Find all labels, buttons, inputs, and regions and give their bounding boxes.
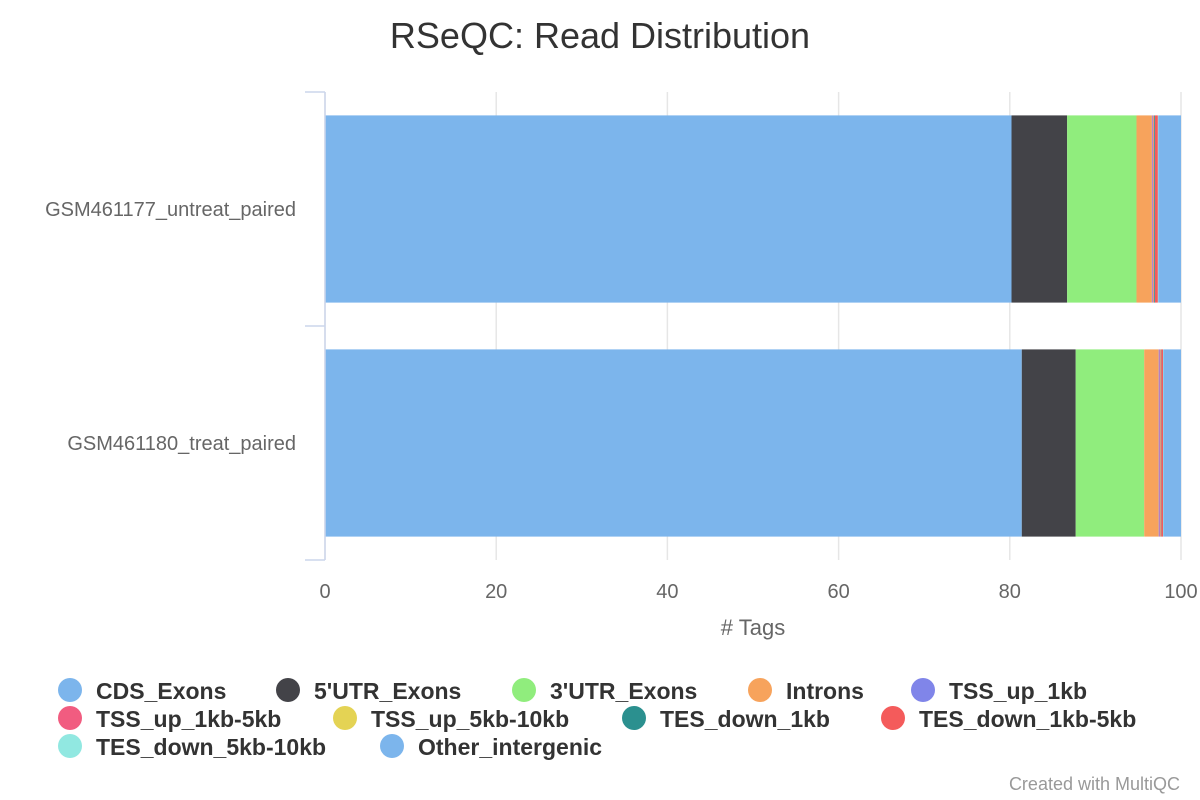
legend-item[interactable]: 5'UTR_Exons xyxy=(276,678,461,704)
bar-segment[interactable] xyxy=(1154,115,1155,303)
legend-label: Other_intergenic xyxy=(418,734,602,760)
bar-segment[interactable] xyxy=(1158,115,1181,303)
legend-item[interactable]: TES_down_5kb-10kb xyxy=(58,734,326,760)
legend-item[interactable]: TSS_up_5kb-10kb xyxy=(333,706,569,732)
legend-label: TSS_up_1kb xyxy=(949,678,1087,704)
legend-item[interactable]: TSS_up_1kb xyxy=(911,678,1087,704)
legend-swatch xyxy=(276,678,300,702)
legend-label: TES_down_1kb-5kb xyxy=(919,706,1136,732)
bar-segment[interactable] xyxy=(1075,349,1145,537)
bar-segment[interactable] xyxy=(1067,115,1137,303)
legend-item[interactable]: TES_down_1kb xyxy=(622,706,830,732)
legend-label: 5'UTR_Exons xyxy=(314,678,461,704)
legend-swatch xyxy=(911,678,935,702)
bar-segment[interactable] xyxy=(1163,349,1181,537)
legend-label: TSS_up_1kb-5kb xyxy=(96,706,281,732)
bar-segment[interactable] xyxy=(1158,349,1160,537)
chart-title: RSeQC: Read Distribution xyxy=(390,15,810,56)
legend-swatch xyxy=(748,678,772,702)
bar-segment[interactable] xyxy=(1136,115,1152,303)
legend-label: TES_down_1kb xyxy=(660,706,830,732)
legend-swatch xyxy=(881,706,905,730)
bar-segment[interactable] xyxy=(1011,115,1068,303)
bar-segment[interactable] xyxy=(1154,115,1158,303)
legend-swatch xyxy=(58,706,82,730)
bars xyxy=(325,115,1181,537)
legend-swatch xyxy=(622,706,646,730)
y-axis: GSM461177_untreat_paired GSM461180_treat_… xyxy=(45,91,326,561)
legend-swatch xyxy=(333,706,357,730)
credits-text[interactable]: Created with MultiQC xyxy=(1009,774,1180,794)
legend-item[interactable]: Introns xyxy=(748,678,864,704)
legend-item[interactable]: 3'UTR_Exons xyxy=(512,678,697,704)
x-tick-label: 60 xyxy=(827,581,849,603)
legend-swatch xyxy=(58,734,82,758)
bar-segment[interactable] xyxy=(1021,349,1076,537)
x-tick-label: 20 xyxy=(485,581,507,603)
bar-segment[interactable] xyxy=(1152,115,1154,303)
y-category-label: GSM461177_untreat_paired xyxy=(45,199,296,221)
bar-segment[interactable] xyxy=(1161,349,1164,537)
bar-segment[interactable] xyxy=(1151,115,1153,303)
bar-segment[interactable] xyxy=(1159,349,1161,537)
legend-item[interactable]: CDS_Exons xyxy=(58,678,226,704)
legend-label: TES_down_5kb-10kb xyxy=(96,734,326,760)
legend-swatch xyxy=(58,678,82,702)
x-axis-label: # Tags xyxy=(721,615,785,640)
legend-label: CDS_Exons xyxy=(96,678,226,704)
legend[interactable]: CDS_Exons 5'UTR_Exons 3'UTR_Exons Introns TS… xyxy=(58,678,1136,760)
legend-label: 3'UTR_Exons xyxy=(550,678,697,704)
legend-label: Introns xyxy=(786,678,864,704)
x-tick-label: 0 xyxy=(319,581,330,603)
legend-item[interactable]: Other_intergenic xyxy=(380,734,602,760)
legend-item[interactable]: TES_down_1kb-5kb xyxy=(881,706,1136,732)
bar-segment[interactable] xyxy=(325,115,1012,303)
legend-swatch xyxy=(512,678,536,702)
x-tick-label: 80 xyxy=(999,581,1021,603)
y-category-label: GSM461180_treat_paired xyxy=(67,433,296,455)
bar-segment[interactable] xyxy=(325,349,1022,537)
x-tick-label: 40 xyxy=(656,581,678,603)
bar-segment[interactable] xyxy=(1144,349,1159,537)
legend-swatch xyxy=(380,734,404,758)
legend-label: TSS_up_5kb-10kb xyxy=(371,706,569,732)
x-axis-ticks: 0 20 40 60 80 100 xyxy=(319,581,1197,603)
x-tick-label: 100 xyxy=(1164,581,1197,603)
legend-item[interactable]: TSS_up_1kb-5kb xyxy=(58,706,281,732)
